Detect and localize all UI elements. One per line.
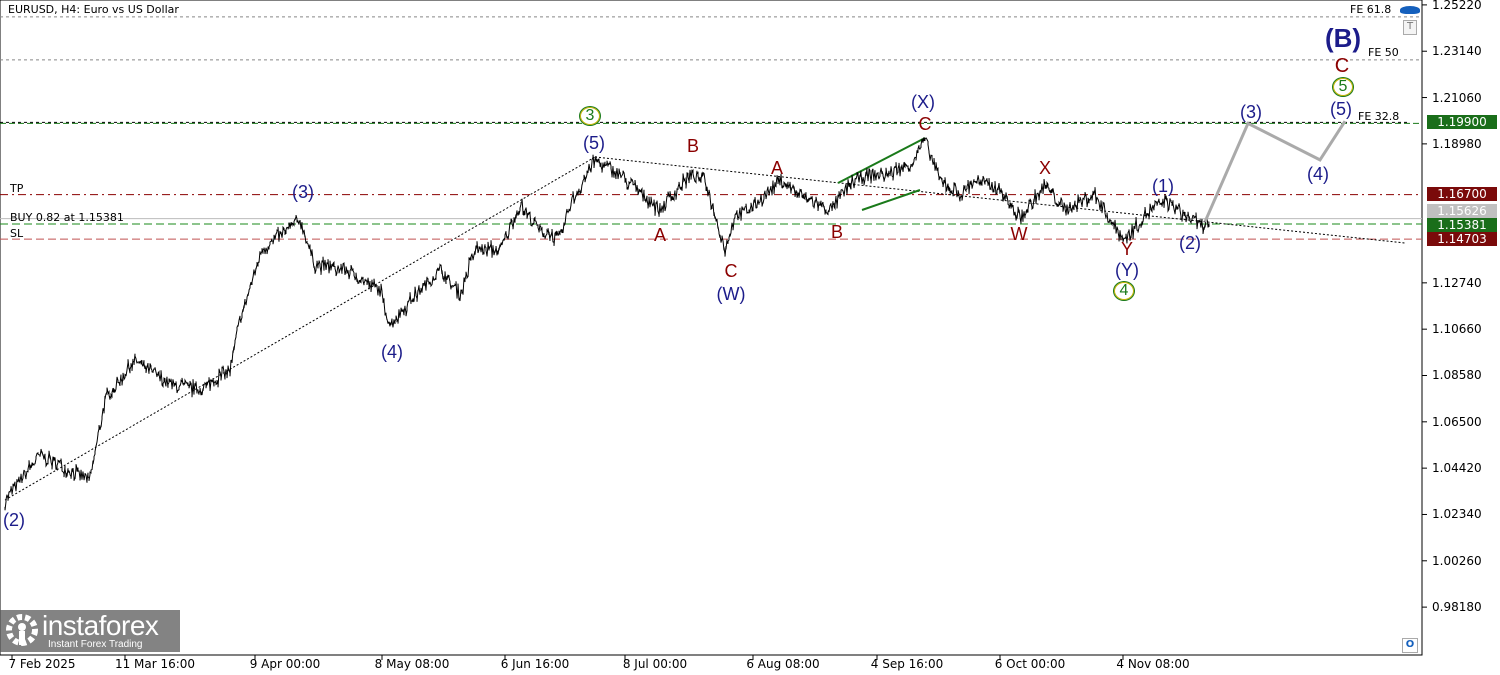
wave-label: B (830, 222, 844, 242)
price-axis-label: 1.25220 (1432, 0, 1482, 12)
price-tag-current: 1.15626 (1427, 204, 1497, 218)
wave-label: X (1038, 158, 1052, 178)
wave-label: (4) (381, 342, 403, 362)
time-axis-label: 6 Aug 08:00 (746, 657, 820, 671)
price-tag-tp: 1.16700 (1427, 187, 1497, 201)
graduation-cap-icon[interactable] (1400, 6, 1420, 14)
wave-label: C (1334, 55, 1350, 77)
sl-label: SL (10, 227, 24, 240)
wave-label: (2) (1179, 233, 1201, 253)
gear-logo-icon (6, 614, 38, 646)
price-axis-label: 1.00260 (1432, 553, 1482, 568)
time-axis-label: 8 May 08:00 (374, 657, 450, 671)
time-axis-label: 8 Jul 00:00 (622, 657, 688, 671)
wave-label: (1) (1152, 176, 1174, 196)
wave-label: W (1010, 224, 1028, 244)
wave-label: (X) (911, 92, 935, 112)
wave-label: A (653, 225, 667, 245)
fe618-label: FE 61.8 (1350, 3, 1392, 16)
trade-button[interactable]: T (1403, 20, 1417, 35)
time-axis-label: 11 Mar 16:00 (114, 657, 196, 671)
logo-tagline: Instant Forex Trading (48, 639, 143, 650)
price-axis-label: 1.10660 (1432, 322, 1482, 337)
projection-path (1203, 120, 1347, 223)
wave-label: (5) (1330, 99, 1352, 119)
wave-label: (Y) (1115, 260, 1139, 280)
logo-name: instaforex (42, 610, 159, 641)
price-axis-label: 1.08580 (1432, 368, 1482, 383)
time-axis-label: 4 Sep 16:00 (870, 657, 944, 671)
price-axis-label: 1.21060 (1432, 90, 1482, 105)
price-axis-label: 1.04420 (1432, 461, 1482, 476)
wave-label-major: (B) (1324, 23, 1362, 53)
price-axis-label: 1.23140 (1432, 44, 1482, 59)
time-axis-label: 7 Feb 2025 (8, 657, 76, 671)
price-axis-label: 1.18980 (1432, 136, 1482, 151)
price-tag-sl: 1.14703 (1427, 232, 1497, 246)
price-axis-label: 0.98180 (1432, 600, 1482, 615)
plot-area (0, 0, 1423, 656)
price-axis-label: 1.06500 (1432, 414, 1482, 429)
price-series (4, 137, 1210, 511)
price-tag-entry: 1.15381 (1427, 218, 1497, 232)
wave-label: C (724, 261, 738, 281)
wave-label: (W) (716, 284, 746, 304)
time-axis-label: 4 Nov 08:00 (1116, 657, 1190, 671)
price-tag-target: 1.19900 (1427, 115, 1497, 129)
wave-label: (5) (583, 133, 605, 153)
time-axis-label: 6 Jun 16:00 (500, 657, 570, 671)
instaforex-logo: instaforex Instant Forex Trading (0, 610, 180, 652)
time-axis-label: 9 Apr 00:00 (249, 657, 321, 671)
wave-label: (4) (1307, 164, 1329, 184)
wave-label: (2) (3, 510, 25, 530)
wave-label-circled: 5 (1332, 77, 1354, 97)
buy-order-label[interactable]: BUY 0.82 at 1.15381 (10, 211, 124, 224)
wave-label-circled: 3 (579, 106, 601, 126)
time-axis-label: 6 Oct 00:00 (994, 657, 1066, 671)
price-axis-label: 1.12740 (1432, 275, 1482, 290)
trendline-dotted (4, 156, 596, 501)
fe328-label: FE 32.8 (1358, 110, 1400, 123)
wave-label: A (770, 158, 784, 178)
chart-title: EURUSD, H4: Euro vs US Dollar (8, 3, 179, 16)
wave-label: (3) (292, 182, 314, 202)
tp-label: TP (10, 182, 24, 195)
price-axis-label: 1.02340 (1432, 507, 1482, 522)
wave-label: B (686, 136, 700, 156)
wave-label: C (918, 114, 932, 134)
wave-label: Y (1120, 239, 1134, 259)
wave-label: (3) (1240, 102, 1262, 122)
fe50-label: FE 50 (1368, 46, 1399, 59)
channel-line-lower (861, 189, 921, 211)
options-button[interactable]: O (1402, 638, 1418, 653)
wave-label-circled: 4 (1113, 281, 1135, 301)
